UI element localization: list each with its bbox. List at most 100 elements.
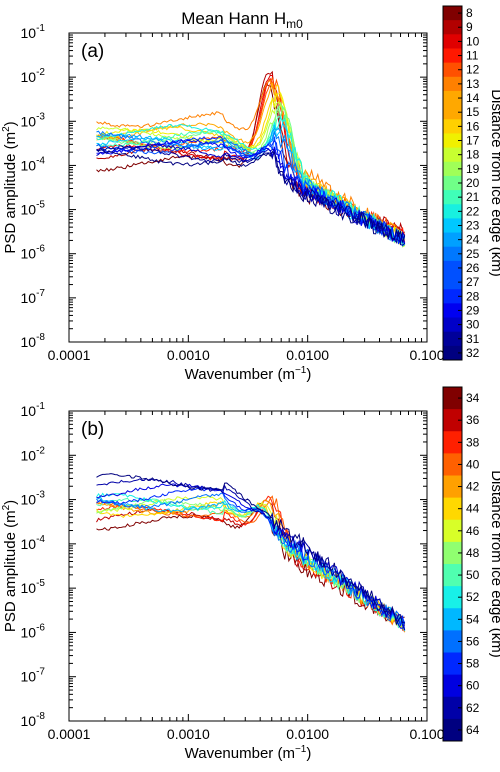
- series-line-21km: [96, 115, 406, 246]
- colorbar-segment: [443, 260, 462, 276]
- colorbar-tick-label: 14: [466, 91, 480, 105]
- colorbar-segment: [443, 652, 462, 676]
- series-line-19km: [96, 105, 406, 246]
- colorbar-segment: [443, 6, 462, 21]
- colorbar-segment: [443, 431, 462, 454]
- colorbar-frame: [442, 386, 463, 742]
- colorbar-tick-label: 15: [466, 105, 480, 119]
- colorbar-tick-label: 17: [466, 134, 480, 148]
- series-line-29km: [96, 145, 406, 246]
- colorbar-segment: [443, 453, 462, 476]
- colorbar-tick-label: 12: [466, 63, 480, 77]
- colorbar-frame: [442, 5, 463, 361]
- y-tick-label: 10-6: [21, 244, 46, 262]
- colorbar-segment: [443, 48, 462, 64]
- colorbar-label: Distance from ice edge (km): [488, 470, 500, 658]
- colorbar-tick-label: 13: [466, 77, 480, 91]
- colorbar-tick-label: 29: [466, 303, 480, 317]
- figure-title-main: Mean Hann H: [181, 9, 286, 28]
- colorbar-tick-label: 56: [466, 634, 480, 648]
- colorbar-segment: [443, 246, 462, 262]
- x-tick-label: 0.100: [409, 347, 444, 363]
- colorbar-segment: [443, 105, 462, 120]
- colorbar-segment: [443, 608, 462, 631]
- colorbar-segment: [443, 317, 462, 333]
- y-tick-label: 10-8: [21, 332, 46, 350]
- panel-label: (a): [81, 41, 104, 62]
- colorbar-segment: [443, 475, 462, 499]
- colorbar-tick-label: 42: [466, 480, 480, 494]
- series-line-13km: [96, 79, 406, 245]
- colorbar-segment: [443, 133, 462, 149]
- x-tick-label: 0.0010: [167, 347, 210, 363]
- colorbar-segment: [443, 34, 462, 49]
- figure-title-sub: m0: [286, 17, 303, 31]
- y-tick-label: 10-1: [21, 23, 46, 41]
- colorbar-tick-label: 26: [466, 261, 480, 275]
- colorbar-segment: [443, 345, 462, 361]
- colorbar-tick-label: 19: [466, 162, 480, 176]
- colorbar-segment: [443, 232, 462, 248]
- colorbar-tick-label: 36: [466, 413, 480, 427]
- colorbar-tick-label: 31: [466, 332, 480, 346]
- colorbar-tick-label: 28: [466, 289, 480, 303]
- colorbar-tick-label: 40: [466, 457, 480, 471]
- y-tick-label: 10-1: [21, 401, 46, 419]
- series-line-36km: [96, 500, 406, 631]
- series-line-54km: [96, 496, 406, 631]
- colorbar-segment: [443, 630, 462, 653]
- panel-b: 0.0001 0.0010 0.0100 0.100 10-8 10-7 10-6 10-5 1…: [1, 386, 500, 762]
- colorbar-tick-label: 52: [466, 590, 480, 604]
- colorbar-tick-label: 50: [466, 568, 480, 582]
- colorbar-tick-label: 16: [466, 119, 480, 133]
- colorbar-segment: [443, 541, 462, 565]
- x-tick-label: 0.0001: [48, 347, 91, 363]
- colorbar-tick-label: 21: [466, 190, 480, 204]
- x-tick-label: 0.0001: [48, 726, 91, 742]
- series-line-48km: [96, 498, 406, 630]
- y-tick-label: 10-5: [21, 578, 46, 596]
- series-line-20km: [96, 114, 405, 243]
- y-axis-label: PSD amplitude (m2): [1, 121, 19, 253]
- colorbar-tick-label: 48: [466, 546, 480, 560]
- colorbar-tick-label: 27: [466, 275, 480, 289]
- colorbar-segment: [443, 175, 462, 191]
- series-line-64km: [96, 473, 405, 626]
- series-line-62km: [96, 477, 406, 631]
- colorbar-segment: [443, 90, 462, 106]
- colorbar-segment: [443, 674, 462, 698]
- series-group: [96, 70, 406, 248]
- series-line-44km: [96, 501, 406, 628]
- panel-a: 0.0001 0.0010 0.0100 0.100 10-8 10-7 10-6 10-5 1…: [1, 5, 500, 383]
- colorbar-segment: [443, 696, 462, 720]
- colorbar-tick-label: 23: [466, 218, 480, 232]
- colorbar-tick-label: 10: [466, 34, 480, 48]
- figure-title: Mean Hann Hm0: [181, 9, 303, 31]
- y-axis-label: PSD amplitude (m2): [1, 500, 19, 632]
- y-tick-label: 10-3: [21, 490, 46, 508]
- colorbar-tick-label: 58: [466, 657, 480, 671]
- colorbar-tick-label: 62: [466, 701, 480, 715]
- colorbar-tick-label: 54: [466, 612, 480, 626]
- colorbar-segment: [443, 409, 462, 432]
- colorbar-segment: [443, 218, 462, 234]
- series-line-30km: [96, 149, 406, 243]
- x-tick-label: 0.100: [409, 726, 444, 742]
- colorbar-segment: [443, 62, 462, 78]
- colorbar-label: Distance from ice edge (km): [488, 89, 500, 277]
- colorbar-tick-label: 46: [466, 524, 480, 538]
- colorbar-tick-label: 24: [466, 233, 480, 247]
- series-line-58km: [96, 487, 406, 631]
- plot-frame: [68, 410, 428, 722]
- colorbar-segment: [443, 387, 462, 410]
- colorbar-tick-label: 38: [466, 435, 480, 449]
- colorbar-segment: [443, 76, 462, 92]
- plot-frame: [68, 32, 428, 343]
- colorbar-tick-label: 64: [466, 723, 480, 737]
- colorbar-segment: [443, 119, 462, 134]
- colorbar-tick-label: 18: [466, 148, 480, 162]
- series-line-42km: [96, 499, 406, 632]
- colorbar-tick-label: 20: [466, 176, 480, 190]
- colorbar-tick-label: 11: [466, 49, 479, 63]
